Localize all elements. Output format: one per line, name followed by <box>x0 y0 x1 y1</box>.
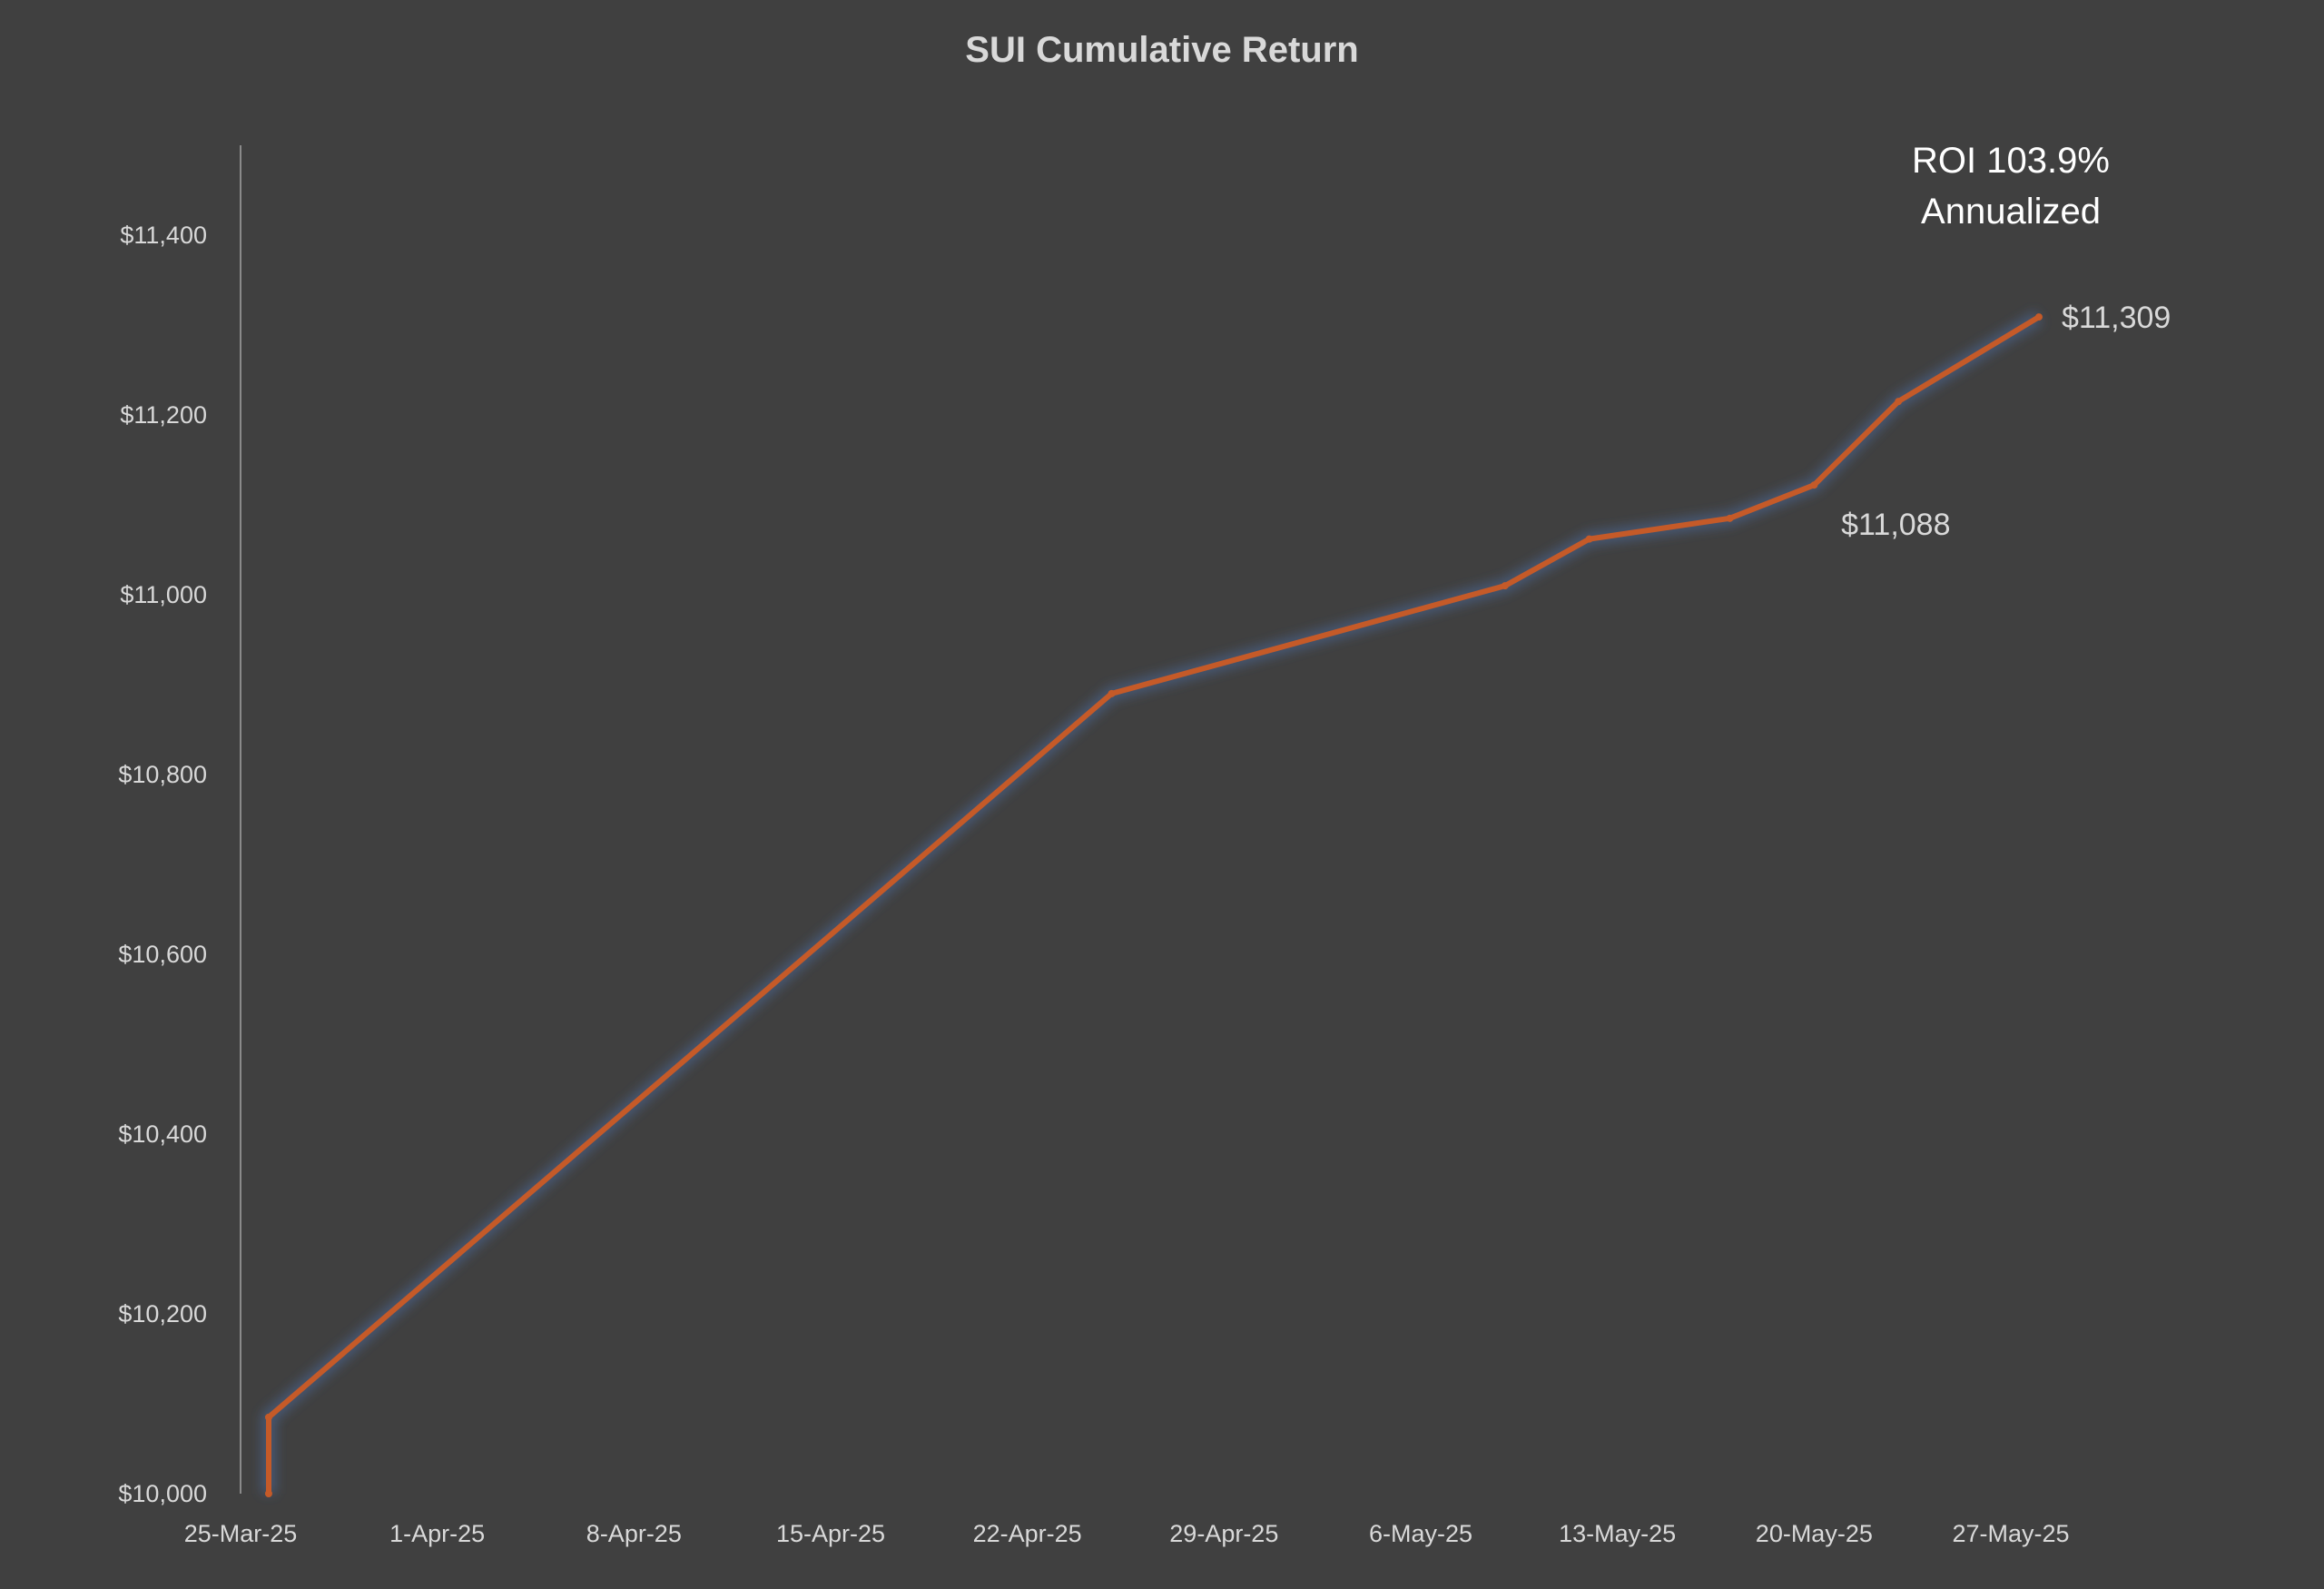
x-tick-label: 15-Apr-25 <box>776 1520 885 1547</box>
data-point <box>264 1413 272 1421</box>
y-tick-label: $10,000 <box>118 1480 207 1507</box>
roi-annotation: ROI 103.9% Annualized <box>1912 141 2110 232</box>
x-axis-ticks: 25-Mar-25 1-Apr-25 8-Apr-25 15-Apr-25 22-Apr… <box>184 1520 2070 1547</box>
y-tick-label: $11,000 <box>120 581 207 608</box>
data-point <box>1895 398 1903 406</box>
data-point <box>1810 481 1818 489</box>
x-tick-label: 6-May-25 <box>1369 1520 1472 1547</box>
data-label: $11,309 <box>2062 301 2171 335</box>
x-tick-label: 13-May-25 <box>1559 1520 1676 1547</box>
x-tick-label: 25-Mar-25 <box>184 1520 298 1547</box>
series-layer <box>261 311 2043 1497</box>
x-tick-label: 8-Apr-25 <box>586 1520 682 1547</box>
x-tick-label: 27-May-25 <box>1952 1520 2069 1547</box>
y-tick-label: $10,200 <box>118 1300 207 1327</box>
data-point <box>1585 535 1593 543</box>
x-tick-label: 20-May-25 <box>1756 1520 1873 1547</box>
data-label: $11,088 <box>1841 508 1950 542</box>
x-tick-label: 1-Apr-25 <box>389 1520 485 1547</box>
annotation-line: Annualized <box>1921 192 2101 232</box>
y-tick-label: $11,400 <box>120 222 207 249</box>
data-point <box>1501 582 1509 590</box>
data-point <box>1726 514 1734 522</box>
data-point <box>264 1490 272 1497</box>
chart-title: SUI Cumulative Return <box>965 30 1358 70</box>
data-point <box>1108 689 1116 697</box>
y-tick-label: $10,800 <box>118 761 207 788</box>
y-axis-ticks: $10,000 $10,200 $10,400 $10,600 $10,800 $11,0… <box>118 222 207 1507</box>
annotation-line: ROI 103.9% <box>1912 141 2110 181</box>
y-tick-label: $10,600 <box>118 941 207 968</box>
x-tick-label: 29-Apr-25 <box>1169 1520 1278 1547</box>
data-point <box>2034 313 2043 321</box>
data-labels: $11,088 $11,309 <box>1841 301 2171 542</box>
x-tick-label: 22-Apr-25 <box>973 1520 1082 1547</box>
series-line-glow <box>261 311 2043 1494</box>
y-tick-label: $11,200 <box>120 401 207 429</box>
y-tick-label: $10,400 <box>118 1120 207 1148</box>
